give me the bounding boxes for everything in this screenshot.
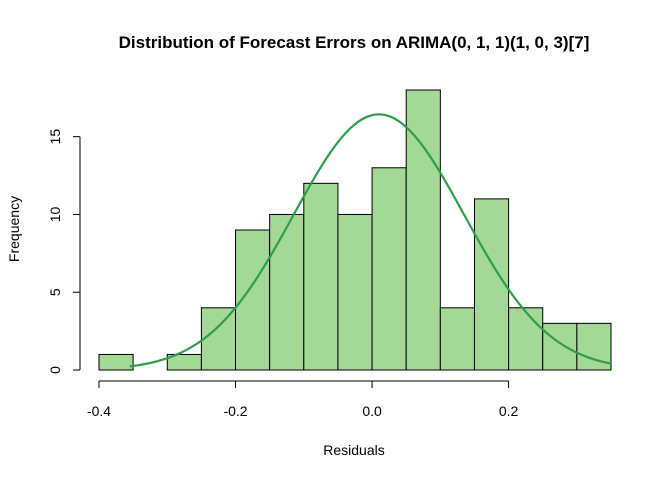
histogram-bar — [269, 213, 305, 371]
density-curve — [129, 113, 612, 368]
histogram-bar — [98, 353, 134, 371]
chart-title: Distribution of Forecast Errors on ARIMA… — [119, 33, 590, 52]
y-axis-label: Frequency — [6, 196, 22, 262]
x-tick-label: 0.2 — [499, 403, 519, 419]
histogram-bar — [439, 307, 475, 371]
histogram-bar — [542, 322, 578, 371]
histogram-bar — [508, 307, 544, 371]
histogram-bar — [337, 213, 373, 371]
x-tick-label: -0.2 — [223, 403, 247, 419]
y-tick-label: 10 — [47, 206, 63, 222]
histogram-bar — [405, 89, 441, 371]
x-tick-label: -0.4 — [87, 403, 111, 419]
y-tick-label: 0 — [47, 366, 63, 374]
histogram-bars — [98, 89, 612, 371]
y-axis: 0 5 10 15 — [47, 129, 81, 374]
y-tick-label: 5 — [47, 288, 63, 296]
x-axis-label: Residuals — [323, 442, 384, 458]
density-curve-layer — [129, 113, 612, 368]
histogram-bar — [200, 307, 237, 371]
histogram-bar — [473, 198, 510, 371]
histogram-bar — [371, 167, 407, 371]
y-tick-label: 15 — [47, 129, 63, 145]
x-axis: -0.4 -0.2 0.0 0.2 — [87, 380, 519, 419]
histogram-bar — [303, 182, 339, 371]
x-tick-label: 0.0 — [362, 403, 382, 419]
